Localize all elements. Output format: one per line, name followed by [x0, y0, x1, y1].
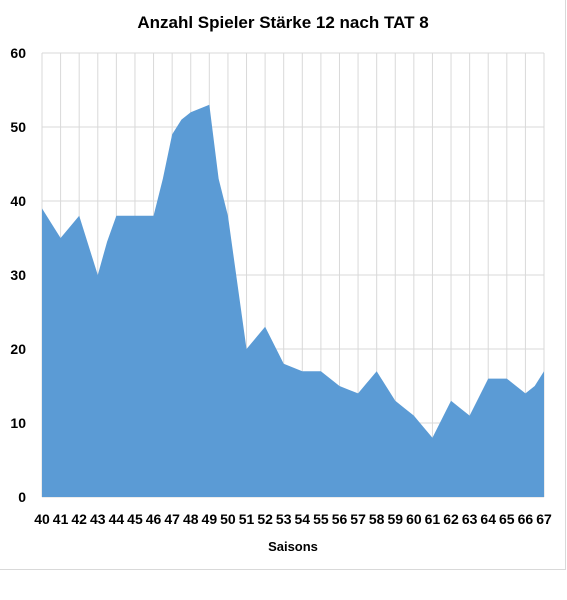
x-axis-ticks: 40 41 42 43 44 45 46 47 48 49 50 51 52 53 54 55 56 57 58 59…	[34, 511, 552, 527]
data-area	[42, 104, 544, 498]
y-tick-label-50: 50	[10, 119, 26, 135]
x-tick-label-47: 47	[164, 511, 180, 527]
x-tick-label-54: 54	[295, 511, 311, 527]
x-tick-label-52: 52	[257, 511, 273, 527]
x-axis-label: Saisons	[268, 539, 318, 554]
x-tick-label-58: 58	[369, 511, 385, 527]
y-tick-label-30: 30	[10, 267, 26, 283]
y-tick-label-20: 20	[10, 341, 26, 357]
y-tick-label-60: 60	[10, 45, 26, 61]
y-tick-label-0: 0	[18, 489, 26, 505]
x-tick-label-55: 55	[313, 511, 329, 527]
x-tick-label-45: 45	[127, 511, 143, 527]
x-tick-label-65: 65	[499, 511, 515, 527]
y-tick-label-10: 10	[10, 415, 26, 431]
x-tick-label-56: 56	[332, 511, 348, 527]
x-tick-label-50: 50	[220, 511, 236, 527]
y-tick-label-40: 40	[10, 193, 26, 209]
area-chart: Anzahl Spieler Stärke 12 nach TAT 8 0 10 2…	[10, 13, 552, 554]
x-tick-label-63: 63	[462, 511, 478, 527]
x-tick-label-57: 57	[350, 511, 366, 527]
x-tick-label-61: 61	[425, 511, 441, 527]
y-axis-ticks: 0 10 20 30 40 50 60	[10, 45, 26, 505]
x-tick-label-48: 48	[183, 511, 199, 527]
x-tick-label-46: 46	[146, 511, 162, 527]
x-tick-label-62: 62	[443, 511, 459, 527]
x-tick-label-42: 42	[71, 511, 87, 527]
x-tick-label-60: 60	[406, 511, 422, 527]
x-tick-label-53: 53	[276, 511, 292, 527]
x-tick-label-49: 49	[202, 511, 218, 527]
x-tick-label-59: 59	[387, 511, 403, 527]
x-tick-label-44: 44	[109, 511, 125, 527]
x-tick-label-64: 64	[480, 511, 496, 527]
x-tick-label-67: 67	[536, 511, 552, 527]
series-area	[42, 104, 544, 498]
x-tick-label-51: 51	[239, 511, 255, 527]
x-tick-label-66: 66	[518, 511, 534, 527]
x-tick-label-43: 43	[90, 511, 106, 527]
x-tick-label-41: 41	[53, 511, 69, 527]
x-tick-label-40: 40	[34, 511, 50, 527]
chart-title: Anzahl Spieler Stärke 12 nach TAT 8	[137, 13, 428, 32]
chart-frame: Anzahl Spieler Stärke 12 nach TAT 8 0 10 2…	[0, 0, 566, 570]
